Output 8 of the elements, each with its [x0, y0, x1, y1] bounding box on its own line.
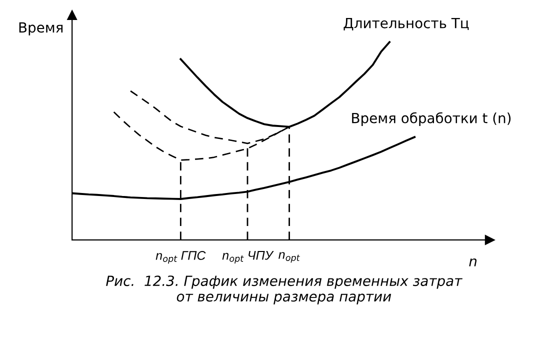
series-label: Длительность Tц [344, 18, 469, 30]
text: Рис. 12.3. График изменения временных затрат от величины размера партии [106, 276, 462, 304]
y-axis-title: Время [19, 22, 63, 36]
x-tick-label: n$_{opt}$ [278, 252, 300, 263]
x-tick-label: n$_{opt}$ ГПС [156, 251, 206, 264]
x-axis-title: n [469, 258, 477, 266]
x-tick-label: n$_{opt}$ ЧПУ [222, 251, 274, 264]
series-label: Время обработки t (n) [352, 112, 511, 126]
